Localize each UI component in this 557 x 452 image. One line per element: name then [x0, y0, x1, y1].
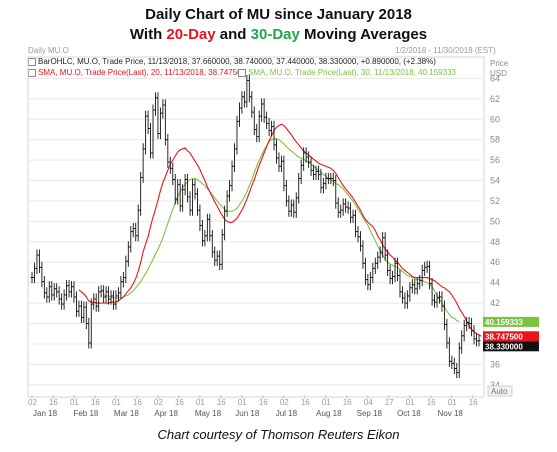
- y-tick-label: 62: [490, 94, 500, 104]
- x-tick-label: 16: [469, 398, 478, 407]
- x-tick-label: 16: [133, 398, 142, 407]
- y-tick-label: 56: [490, 155, 500, 165]
- x-tick-label: 16: [49, 398, 58, 407]
- value-tag-label: 40.159333: [485, 318, 523, 327]
- y-tick-label: 34: [490, 380, 500, 390]
- month-label: Feb 18: [73, 409, 98, 418]
- chart-caption: Chart courtesy of Thomson Reuters Eikon: [157, 427, 400, 442]
- x-tick-label: 01: [196, 398, 205, 407]
- series-sma20: [78, 123, 482, 337]
- x-tick-label: 16: [343, 398, 352, 407]
- x-axis: 02 16 01 16 01 16 02 16 01 16 01 16 02 16 01 16 04 17 01 16…: [28, 395, 478, 418]
- y-tick-label: 46: [490, 257, 500, 267]
- x-tick-label: 01: [238, 398, 247, 407]
- chart-subtitle: With 20-Day and 30-Day Moving Averages: [129, 26, 428, 43]
- month-label: Sep 18: [357, 409, 383, 418]
- price-axis-label: Price: [490, 59, 509, 68]
- month-label: Nov 18: [438, 409, 464, 418]
- x-tick-label: 01: [112, 398, 121, 407]
- month-label: Oct 18: [397, 409, 421, 418]
- month-label: Mar 18: [114, 409, 139, 418]
- x-tick-label: 16: [175, 398, 184, 407]
- y-tick-label: 64: [490, 73, 500, 83]
- subtitle-30-day: 30-Day: [250, 26, 300, 43]
- x-tick-label: 16: [259, 398, 268, 407]
- y-tick-label: 54: [490, 176, 500, 186]
- series-sma30: [103, 138, 460, 323]
- subtitle-20-day: 20-Day: [166, 26, 216, 43]
- x-tick-label: 01: [406, 398, 415, 407]
- auto-scale-label: Auto: [491, 387, 508, 396]
- x-tick-label: 02: [154, 398, 163, 407]
- x-tick-label: 16: [427, 398, 436, 407]
- x-tick-label: 17: [385, 398, 394, 407]
- currency-axis-label: USD: [490, 69, 507, 78]
- x-tick-label: 01: [448, 398, 457, 407]
- x-tick-label: 04: [364, 398, 373, 407]
- x-tick-label: 16: [301, 398, 310, 407]
- value-tag-bg: [483, 331, 539, 342]
- y-tick-label: 42: [490, 298, 500, 308]
- value-tag-label: 38.330000: [485, 342, 523, 351]
- x-tick-label: 16: [217, 398, 226, 407]
- grid: [29, 77, 482, 386]
- x-tick-label: 16: [91, 398, 100, 407]
- x-tick-label: 02: [280, 398, 289, 407]
- value-tag-label: 38.747500: [485, 332, 523, 341]
- y-tick-label: 52: [490, 196, 500, 206]
- month-label: Jul 18: [276, 409, 298, 418]
- x-tick-label: 02: [28, 398, 37, 407]
- plot-frame: [27, 56, 485, 398]
- panel-date-range-label: 1/2/2018 - 11/30/2018 (EST): [395, 46, 496, 55]
- month-label: Aug 18: [316, 409, 342, 418]
- month-label: Apr 18: [154, 409, 178, 418]
- x-tick-label: 01: [70, 398, 79, 407]
- y-tick-label: 60: [490, 114, 500, 124]
- month-label: Jun 18: [235, 409, 260, 418]
- x-tick-label: 01: [322, 398, 331, 407]
- series-layer: [30, 74, 482, 379]
- y-tick-label: 44: [490, 278, 500, 288]
- y-tick-label: 50: [490, 216, 500, 226]
- panel-instrument-label: Daily MU.O: [28, 46, 69, 55]
- month-label: May 18: [195, 409, 222, 418]
- value-tag-bg: [483, 341, 539, 352]
- y-tick-label: 48: [490, 237, 500, 247]
- y-tick-label: 36: [490, 359, 500, 369]
- legend-sma30-checkbox-icon[interactable]: [238, 68, 246, 77]
- legend-sma30[interactable]: SMA, MU.O, Trade Price(Last), 30, 11/13/…: [238, 68, 456, 77]
- series-price: [30, 74, 481, 379]
- value-tag-bg: [483, 316, 539, 327]
- y-tick-label: 58: [490, 135, 500, 145]
- auto-scale-button[interactable]: [487, 385, 513, 397]
- month-label: Jan 18: [33, 409, 58, 418]
- chart-title: Daily Chart of MU since January 2018: [145, 6, 412, 23]
